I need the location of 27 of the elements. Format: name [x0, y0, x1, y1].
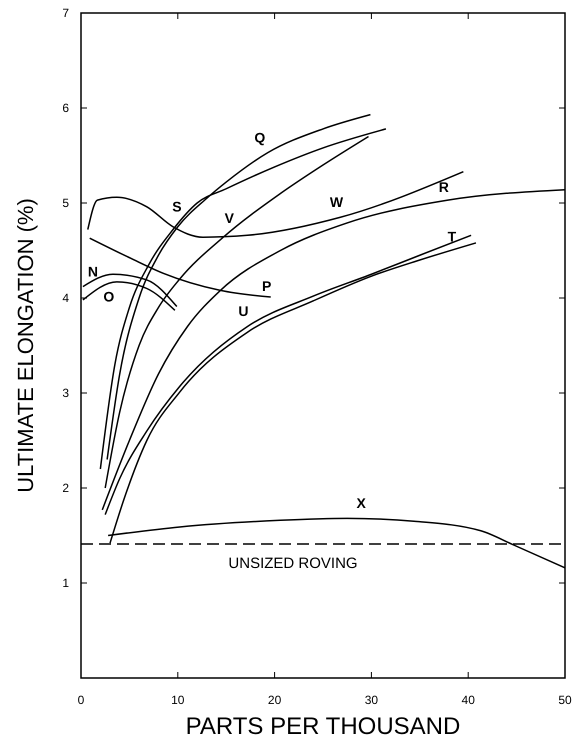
- y-tick-label: 6: [62, 101, 70, 115]
- series-label: R: [438, 178, 449, 195]
- x-tick-label: 40: [462, 693, 476, 707]
- series-label: N: [88, 263, 98, 280]
- series-label: P: [262, 278, 272, 294]
- x-tick-label: 0: [78, 693, 85, 707]
- series-label: Q: [254, 129, 266, 146]
- x-tick-label: 20: [268, 693, 282, 707]
- series-label: W: [330, 194, 344, 210]
- y-axis-title: ULTIMATE ELONGATION (%): [13, 198, 38, 493]
- x-tick-label: 10: [171, 693, 185, 707]
- series-label: O: [103, 288, 114, 305]
- x-tick-label: 50: [558, 693, 572, 707]
- y-tick-label: 3: [62, 386, 70, 400]
- y-tick-label: 1: [62, 576, 70, 590]
- ref-line-label: UNSIZED ROVING: [228, 555, 358, 572]
- x-axis-title: PARTS PER THOUSAND: [186, 713, 460, 740]
- series-label: X: [356, 495, 367, 512]
- series-label: T: [448, 228, 457, 245]
- series-label: S: [172, 198, 182, 214]
- y-tick-label: 2: [62, 481, 70, 495]
- series-label: V: [224, 210, 235, 226]
- y-tick-label: 5: [62, 196, 70, 210]
- y-tick-label: 7: [62, 6, 70, 20]
- x-tick-label: 30: [364, 693, 378, 707]
- series-label: U: [238, 303, 249, 320]
- y-tick-label: 4: [62, 291, 70, 305]
